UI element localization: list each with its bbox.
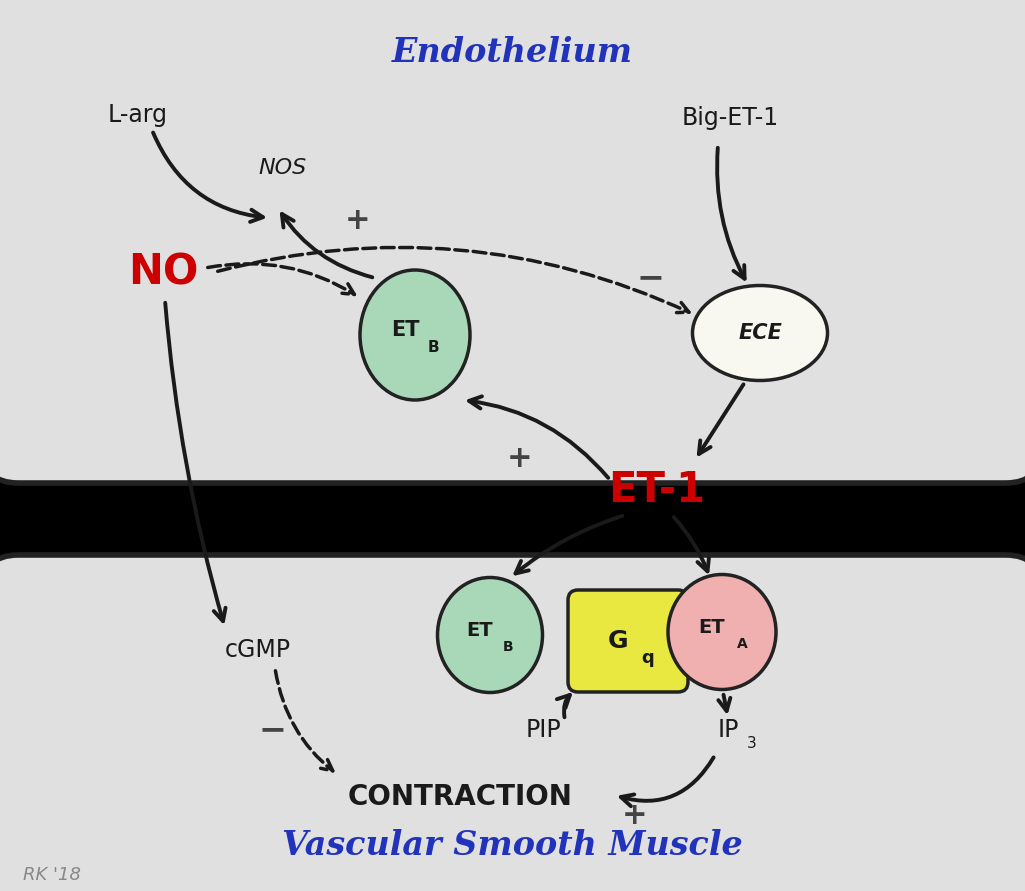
Text: ET: ET [391,320,419,340]
Ellipse shape [693,285,827,380]
FancyArrowPatch shape [516,516,622,574]
Text: +: + [622,800,648,830]
Text: A: A [737,637,747,651]
FancyBboxPatch shape [0,0,1025,483]
Text: RK '18: RK '18 [23,866,81,884]
Text: G: G [608,629,628,653]
Text: +: + [345,206,371,234]
Text: B: B [502,640,514,654]
Ellipse shape [360,270,470,400]
Text: cGMP: cGMP [226,638,291,662]
FancyArrowPatch shape [153,133,263,222]
FancyArrowPatch shape [217,248,689,313]
FancyArrowPatch shape [165,303,226,621]
FancyArrowPatch shape [208,264,355,294]
Text: NOS: NOS [259,158,308,178]
FancyArrowPatch shape [718,148,744,279]
Text: q: q [642,649,654,667]
FancyArrowPatch shape [719,695,731,711]
Text: +: + [507,444,533,472]
Text: PIP: PIP [525,718,561,742]
FancyArrowPatch shape [282,214,372,277]
Text: −: − [258,714,286,747]
FancyArrowPatch shape [557,695,570,717]
Text: IP: IP [718,718,739,742]
Text: 3: 3 [747,735,756,750]
Text: NO: NO [128,251,198,293]
Text: Vascular Smooth Muscle: Vascular Smooth Muscle [282,829,742,862]
Text: L-arg: L-arg [108,103,168,127]
Text: ET: ET [699,617,726,636]
FancyArrowPatch shape [673,517,709,571]
Text: Endothelium: Endothelium [392,36,632,69]
FancyBboxPatch shape [568,590,688,692]
Text: −: − [636,261,664,295]
FancyBboxPatch shape [0,555,1025,891]
Text: Big-ET-1: Big-ET-1 [682,106,779,130]
Text: ET: ET [466,620,493,640]
Ellipse shape [668,575,776,690]
Text: ET-1: ET-1 [609,469,705,511]
Text: ECE: ECE [738,323,782,343]
FancyArrowPatch shape [469,396,608,478]
FancyArrowPatch shape [699,384,743,454]
Text: B: B [427,339,439,355]
Text: CONTRACTION: CONTRACTION [347,783,572,811]
FancyArrowPatch shape [621,757,713,806]
FancyArrowPatch shape [276,671,333,771]
Ellipse shape [438,577,542,692]
